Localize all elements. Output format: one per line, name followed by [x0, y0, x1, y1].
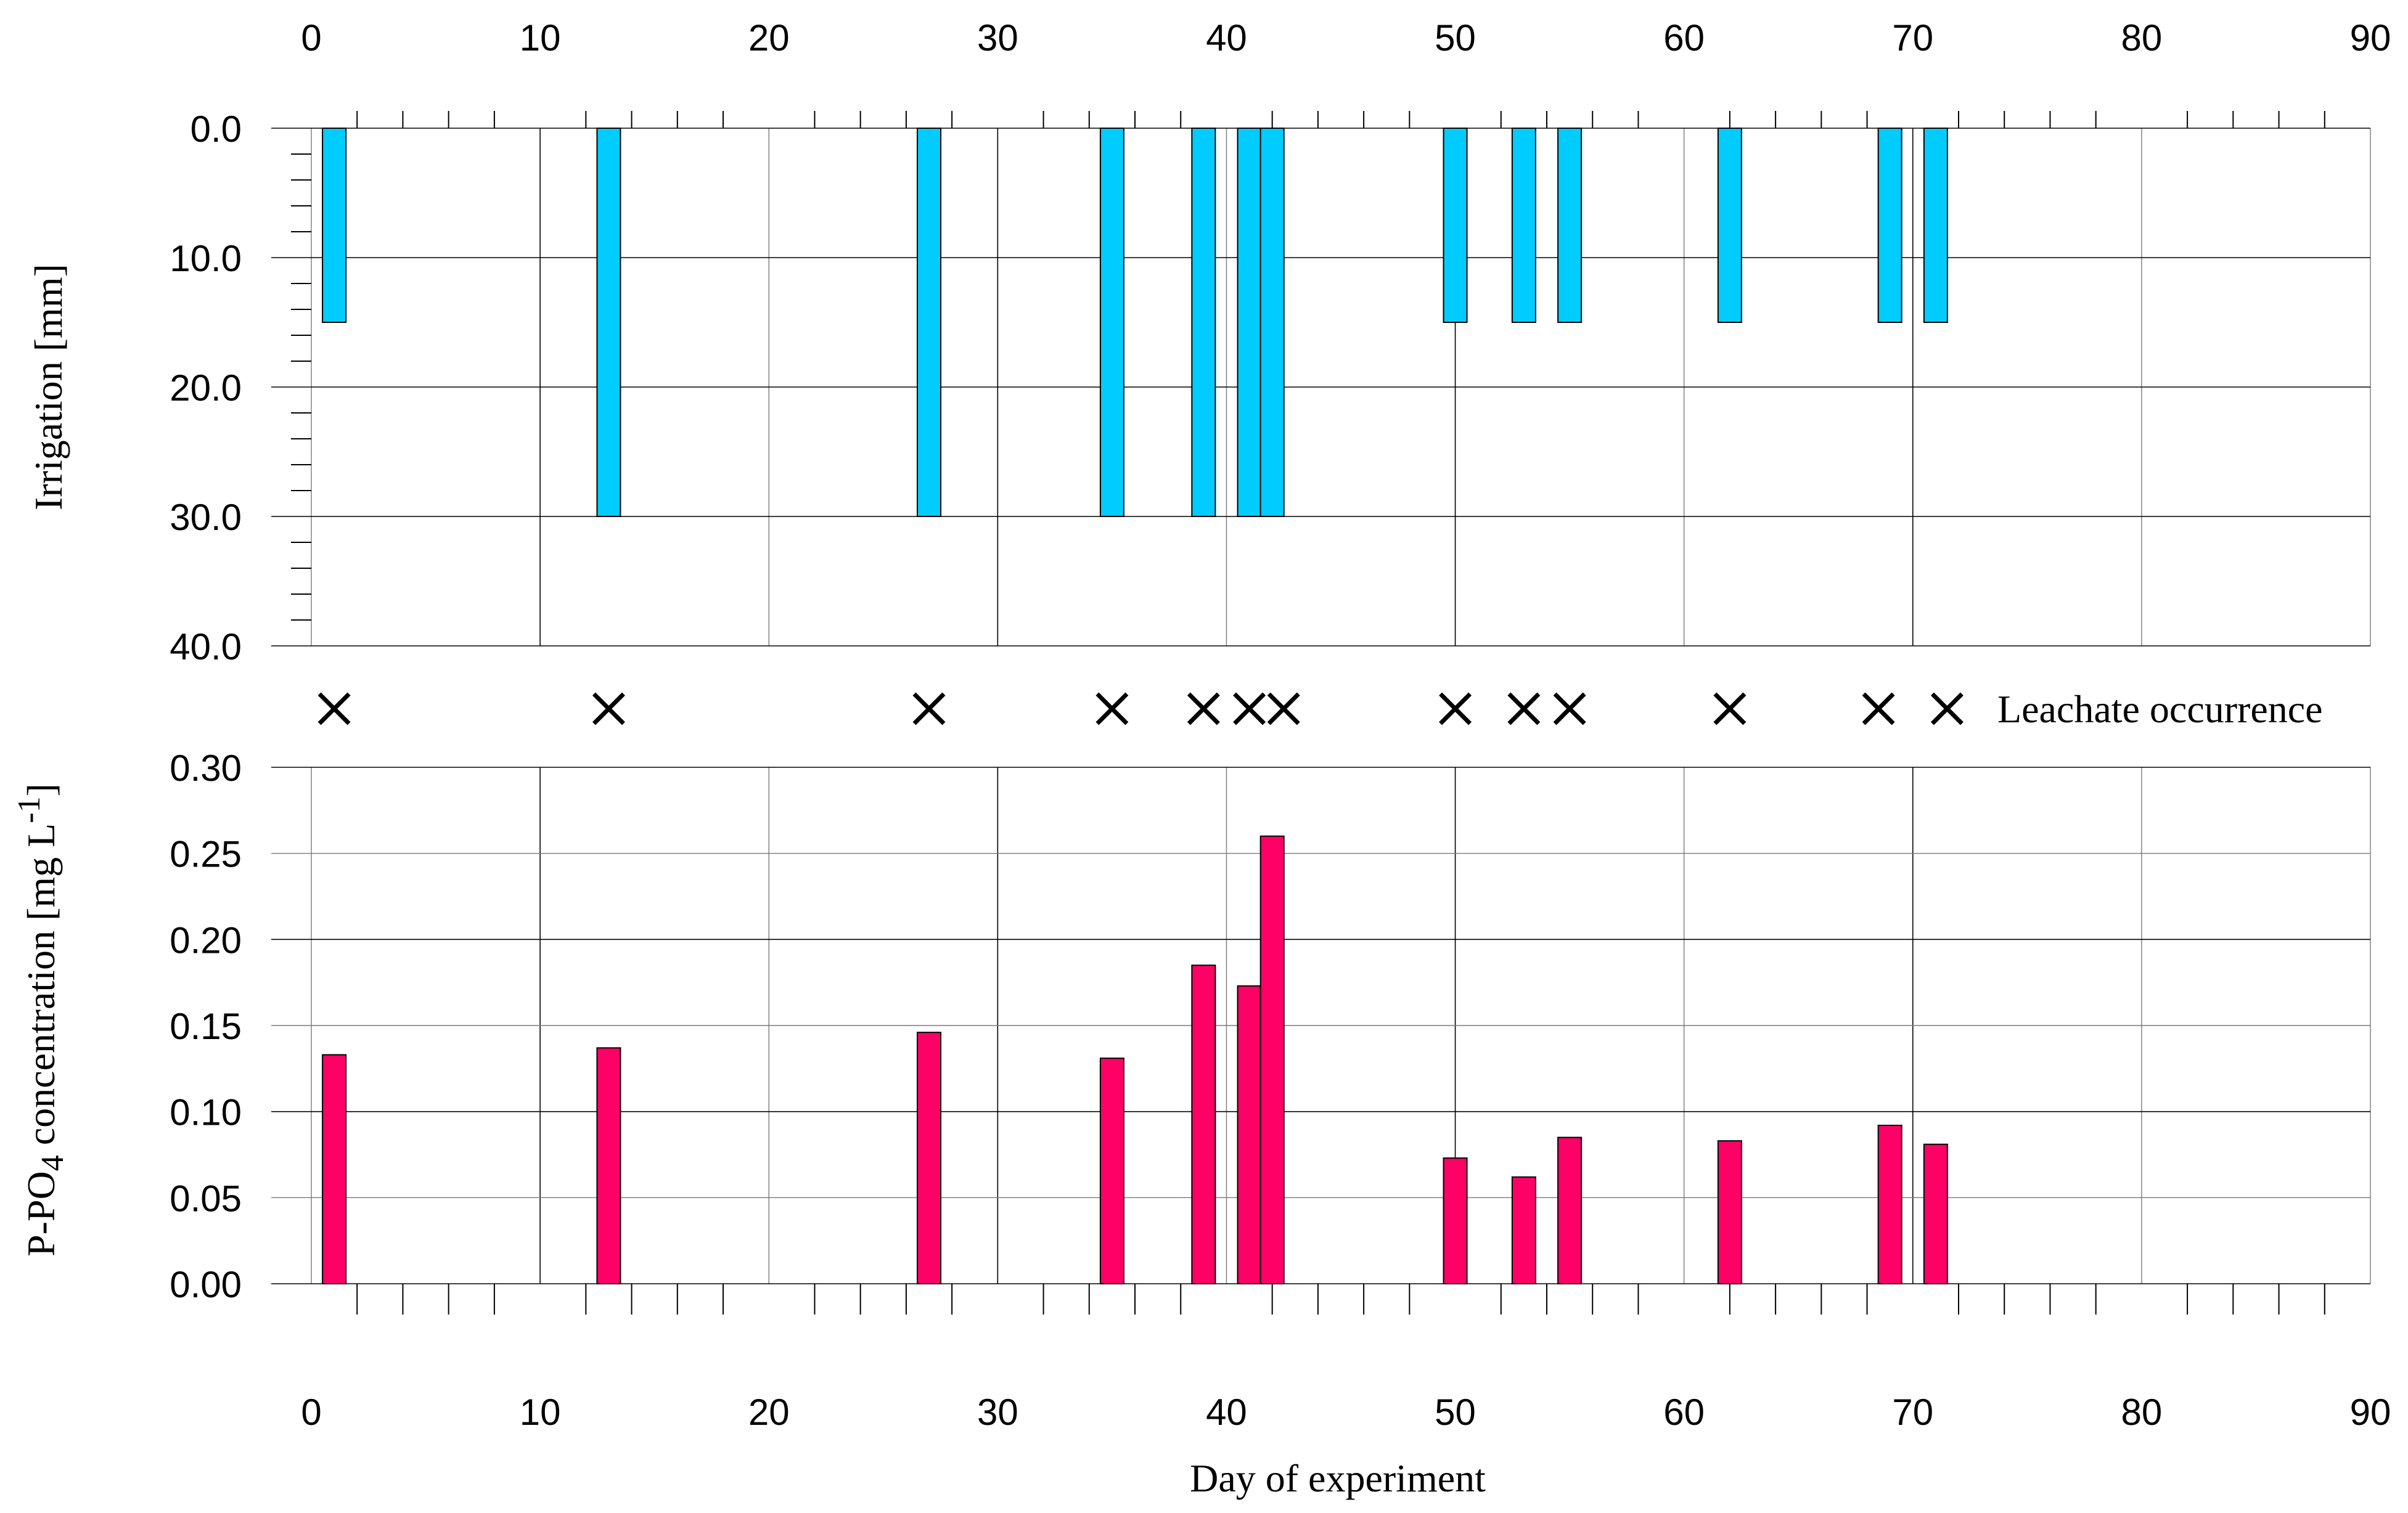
x-bottom-tick-label: 50 — [1435, 1392, 1476, 1433]
leachate-marker — [1187, 692, 1220, 725]
x-axis-title: Day of experiment — [1190, 1456, 1486, 1500]
phosphate-bar — [322, 1054, 347, 1285]
phosphate-axis-title: P-PO4 concentration [mg L-1] — [12, 783, 70, 1257]
phosphate-axis-title-superscript: -1 — [12, 796, 47, 823]
leachate-marker — [592, 692, 625, 725]
phosphate-bar — [1557, 1136, 1583, 1284]
leachate-marker — [1267, 692, 1300, 725]
irrigation-y-tick-label: 0.0 — [190, 108, 242, 150]
irrigation-bar — [1099, 128, 1124, 517]
axis-ticks — [291, 111, 2325, 1315]
x-bottom-tick-label: 10 — [520, 1392, 561, 1433]
x-bottom-tick-label: 70 — [1892, 1392, 1933, 1433]
irrigation-bar — [1923, 128, 1948, 323]
phosphate-bar — [1237, 985, 1262, 1284]
leachate-marker — [1439, 692, 1472, 725]
x-top-tick-label: 80 — [2121, 17, 2163, 59]
phosphate-bar — [917, 1032, 941, 1284]
irrigation-bar — [917, 128, 941, 517]
phosphate-axis-title-end: ] — [19, 783, 63, 796]
x-top-tick-label: 60 — [1663, 17, 1705, 59]
phosphate-bar — [1259, 835, 1285, 1284]
phosphate-y-tick-label: 0.20 — [170, 920, 242, 961]
leachate-legend-label: Leachate occurrence — [1997, 687, 2323, 731]
x-top-tick-label: 10 — [520, 17, 561, 59]
irrigation-bar — [1717, 128, 1742, 323]
x-bottom-tick-label: 60 — [1663, 1392, 1705, 1433]
leachate-marker — [1553, 692, 1586, 725]
phosphate-bar — [1717, 1140, 1742, 1284]
phosphate-axis-title-prefix: P-PO — [19, 1171, 63, 1257]
x-top-tick-label: 30 — [977, 17, 1018, 59]
irrigation-bar — [322, 128, 347, 323]
phosphate-bar — [596, 1047, 621, 1285]
leachate-marker — [1507, 692, 1541, 725]
irrigation-bar — [1443, 128, 1468, 323]
x-bottom-tick-label: 90 — [2350, 1392, 2391, 1433]
irrigation-y-tick-label: 20.0 — [170, 367, 242, 409]
irrigation-axis-title: Irrigation [mm] — [27, 264, 70, 510]
phosphate-y-tick-label: 0.00 — [170, 1264, 242, 1305]
x-top-tick-label: 0 — [301, 17, 321, 59]
x-top-tick-label: 70 — [1892, 17, 1933, 59]
phosphate-y-tick-label: 0.05 — [170, 1178, 242, 1219]
phosphate-bar — [1923, 1143, 1948, 1284]
leachate-marker — [1713, 692, 1747, 725]
phosphate-bar — [1877, 1125, 1902, 1284]
leachate-marker — [1930, 692, 1964, 725]
x-bottom-tick-label: 0 — [301, 1392, 321, 1433]
x-bottom-tick-label: 80 — [2121, 1392, 2163, 1433]
leachate-marker — [912, 692, 946, 725]
leachate-marker — [1233, 692, 1266, 725]
x-bottom-tick-label: 30 — [977, 1392, 1018, 1433]
irrigation-bar — [1877, 128, 1902, 323]
phosphate-y-tick-label: 0.15 — [170, 1006, 242, 1047]
phosphate-bar — [1511, 1176, 1536, 1285]
phosphate-y-tick-label: 0.30 — [170, 748, 242, 789]
x-bottom-tick-label: 20 — [748, 1392, 790, 1433]
irrigation-bar — [1511, 128, 1536, 323]
x-bottom-tick-label: 40 — [1206, 1392, 1247, 1433]
phosphate-bar — [1099, 1058, 1124, 1285]
phosphate-bar — [1191, 964, 1216, 1284]
leachate-marker — [1862, 692, 1895, 725]
x-top-tick-label: 40 — [1206, 17, 1247, 59]
leachate-marker — [317, 692, 351, 725]
irrigation-bar — [1557, 128, 1583, 323]
phosphate-y-tick-label: 0.10 — [170, 1092, 242, 1133]
phosphate-y-tick-label: 0.25 — [170, 834, 242, 875]
irrigation-y-tick-label: 30.0 — [170, 497, 242, 538]
phosphate-axis-title-subscript: 4 — [35, 1155, 70, 1171]
irrigation-bar — [596, 128, 621, 517]
grid-lines — [271, 128, 2371, 1284]
x-top-tick-label: 20 — [748, 17, 790, 59]
irrigation-bar — [1191, 128, 1216, 517]
irrigation-y-tick-label: 10.0 — [170, 238, 242, 279]
x-top-tick-label: 90 — [2350, 17, 2391, 59]
irrigation-bar — [1237, 128, 1262, 517]
leachate-marker — [1095, 692, 1129, 725]
phosphate-axis-title-main: concentration [mg L — [19, 823, 63, 1155]
irrigation-bar — [1259, 128, 1285, 517]
phosphate-bar — [1443, 1157, 1468, 1284]
irrigation-y-tick-label: 40.0 — [170, 626, 242, 667]
x-top-tick-label: 50 — [1435, 17, 1476, 59]
